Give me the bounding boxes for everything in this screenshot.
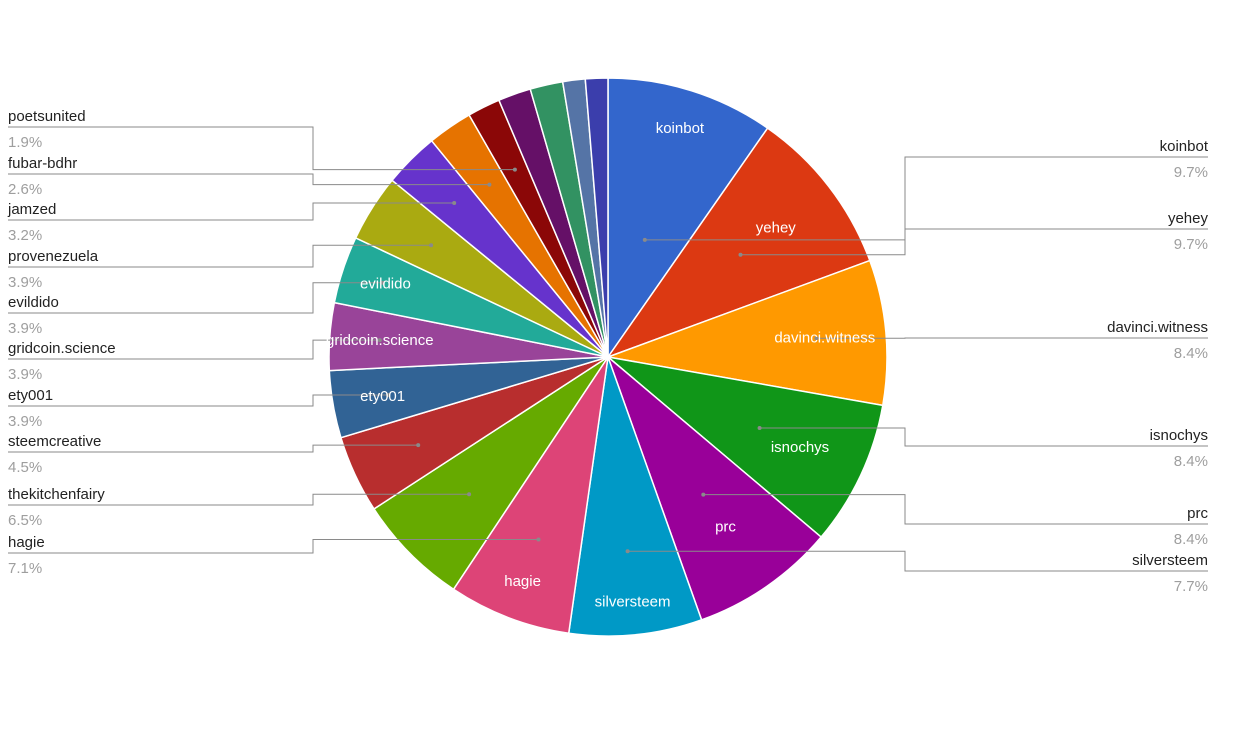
- leader-ety001: [8, 394, 389, 407]
- label-pct-yehey: 9.7%: [1174, 236, 1208, 253]
- slice-thekitchenfairy: [372, 356, 609, 591]
- slice-koinbot: [607, 77, 769, 360]
- slice-isnochys: [605, 355, 884, 539]
- inner-label-davinci-witness: davinci.witness: [774, 330, 875, 347]
- label-name-prc: prc: [1187, 505, 1208, 522]
- leader-dot-ety001: [386, 393, 391, 397]
- slice-silversteem: [567, 356, 703, 637]
- label-pct-provenezuela: 3.9%: [8, 274, 42, 291]
- slice-yehey: [606, 127, 871, 359]
- inner-label-silversteem: silversteem: [595, 593, 671, 610]
- label-name-koinbot: koinbot: [1160, 138, 1209, 155]
- label-name-steemcreative: steemcreative: [8, 433, 101, 450]
- leader-dot-davinci-witness: [814, 336, 819, 341]
- leader-lines: [8, 126, 1208, 572]
- label-name-thekitchenfairy: thekitchenfairy: [8, 486, 105, 503]
- label-name-provenezuela: provenezuela: [8, 248, 99, 265]
- leader-dot-thekitchenfairy: [467, 492, 472, 497]
- label-pct-davinci-witness: 8.4%: [1174, 345, 1208, 362]
- leader-dot-yehey: [738, 252, 743, 257]
- leader-dot-prc: [701, 492, 706, 497]
- leader-dot-jamzed: [452, 201, 457, 205]
- slice-slice-19: [584, 77, 609, 358]
- label-pct-evildido: 3.9%: [8, 320, 42, 337]
- label-pct-hagie: 7.1%: [8, 560, 42, 577]
- inner-label-prc: prc: [715, 519, 736, 536]
- inner-label-isnochys: isnochys: [771, 439, 829, 456]
- leader-poetsunited: [8, 126, 515, 171]
- leader-yehey: [740, 228, 1208, 256]
- leader-dot-gridcoin-science: [377, 338, 382, 343]
- label-name-silversteem: silversteem: [1132, 552, 1208, 569]
- label-name-yehey: yehey: [1168, 210, 1209, 227]
- leader-dot-steemcreative: [416, 443, 421, 448]
- label-pct-silversteem: 7.7%: [1174, 578, 1208, 595]
- label-pct-poetsunited: 1.9%: [8, 134, 42, 151]
- leader-dot-evildido: [380, 280, 385, 285]
- inner-label-ety001: ety001: [360, 388, 405, 405]
- inner-label-yehey: yehey: [756, 219, 797, 236]
- label-name-jamzed: jamzed: [7, 201, 56, 218]
- leader-dot-hagie: [536, 537, 541, 542]
- leader-gridcoin-science: [8, 339, 380, 360]
- leader-silversteem: [627, 550, 1208, 572]
- inner-label-koinbot: koinbot: [656, 120, 705, 137]
- label-pct-steemcreative: 4.5%: [8, 459, 42, 476]
- leader-isnochys: [759, 427, 1208, 447]
- leader-dot-provenezuela: [429, 243, 434, 248]
- leader-dot-fubar-bdhr: [487, 182, 492, 187]
- leader-dot-isnochys: [757, 426, 762, 430]
- label-name-fubar-bdhr: fubar-bdhr: [8, 155, 77, 172]
- label-name-gridcoin-science: gridcoin.science: [8, 340, 116, 357]
- leader-dot-silversteem: [625, 549, 630, 554]
- label-pct-fubar-bdhr: 2.6%: [8, 181, 42, 198]
- label-name-ety001: ety001: [8, 387, 53, 404]
- slice-inner-labels: koinbot yehey davinci.witness isnochys prc si…: [326, 120, 875, 610]
- slice-outer-labels: koinbot 9.7% yehey 9.7% davinci.witness 8.4% i…: [7, 108, 1209, 595]
- leader-dot-koinbot: [642, 237, 647, 242]
- leader-provenezuela: [8, 244, 432, 268]
- leader-evildido: [8, 282, 383, 314]
- slice-hagie: [452, 356, 609, 635]
- leader-thekitchenfairy: [8, 493, 470, 506]
- leader-hagie: [8, 539, 539, 554]
- pie-slices: [328, 77, 888, 637]
- label-pct-gridcoin-science: 3.9%: [8, 366, 42, 383]
- label-pct-isnochys: 8.4%: [1174, 453, 1208, 470]
- label-name-isnochys: isnochys: [1150, 427, 1208, 444]
- label-name-poetsunited: poetsunited: [8, 108, 86, 125]
- label-pct-jamzed: 3.2%: [8, 227, 42, 244]
- leader-jamzed: [8, 202, 455, 221]
- label-name-evildido: evildido: [8, 294, 59, 311]
- label-pct-prc: 8.4%: [1174, 531, 1208, 548]
- label-name-davinci-witness: davinci.witness: [1107, 319, 1208, 336]
- inner-label-hagie: hagie: [504, 573, 541, 590]
- label-pct-ety001: 3.9%: [8, 413, 42, 430]
- label-pct-thekitchenfairy: 6.5%: [8, 512, 42, 529]
- label-pct-koinbot: 9.7%: [1174, 164, 1208, 181]
- inner-label-evildido: evildido: [360, 276, 411, 293]
- inner-label-gridcoin-science: gridcoin.science: [326, 332, 434, 349]
- leader-prc: [703, 494, 1208, 525]
- label-name-hagie: hagie: [8, 534, 45, 551]
- leader-fubar-bdhr: [8, 173, 490, 186]
- leader-steemcreative: [8, 444, 419, 453]
- leader-dot-poetsunited: [512, 167, 517, 172]
- leader-koinbot: [644, 156, 1208, 241]
- slice-prc: [606, 354, 823, 621]
